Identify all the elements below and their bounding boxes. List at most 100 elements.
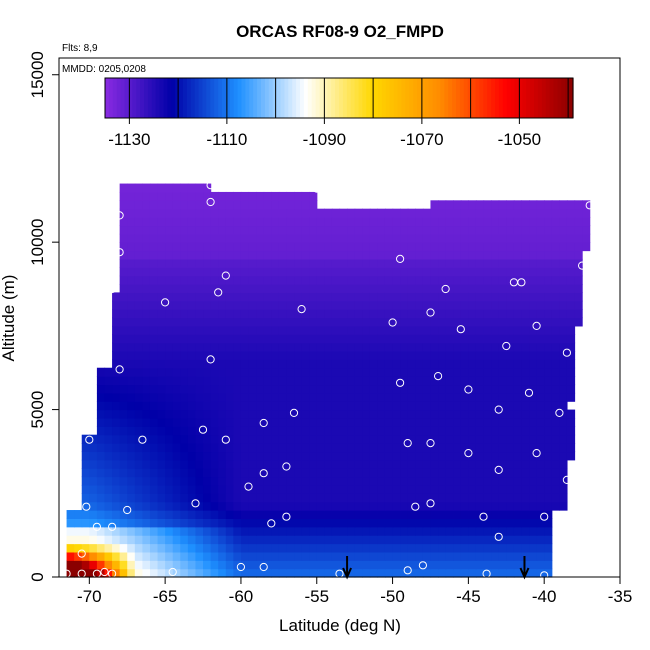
heat-cell bbox=[96, 551, 106, 561]
heat-cell bbox=[195, 451, 204, 461]
heat-cell bbox=[112, 367, 121, 377]
heat-cell bbox=[324, 233, 333, 243]
heat-cell bbox=[339, 359, 348, 369]
heat-cell bbox=[286, 426, 295, 436]
heat-cell bbox=[460, 493, 469, 503]
heat-cell bbox=[203, 551, 212, 561]
heat-cell bbox=[309, 551, 318, 561]
heat-cell bbox=[157, 242, 166, 252]
heat-cell bbox=[180, 560, 189, 570]
colorbar-segment bbox=[374, 78, 379, 118]
heat-cell bbox=[263, 409, 272, 419]
heat-cell bbox=[362, 484, 371, 494]
heat-cell bbox=[521, 334, 530, 344]
heat-cell bbox=[225, 535, 234, 545]
heat-cell bbox=[354, 350, 363, 360]
heat-cell bbox=[218, 376, 227, 386]
heat-cell bbox=[271, 434, 280, 444]
heat-cell bbox=[278, 551, 288, 561]
heat-cell bbox=[407, 417, 416, 427]
heat-cell bbox=[415, 409, 424, 419]
heat-cell bbox=[513, 409, 523, 419]
heat-cell bbox=[354, 417, 363, 427]
heat-cell bbox=[384, 434, 394, 444]
heat-cell bbox=[369, 292, 378, 302]
heat-cell bbox=[210, 459, 219, 469]
heat-cell bbox=[475, 568, 485, 578]
heat-cell bbox=[149, 518, 159, 528]
heat-cell bbox=[354, 501, 363, 511]
heat-cell bbox=[142, 359, 151, 369]
heat-cell bbox=[422, 342, 432, 352]
heat-cell bbox=[506, 225, 515, 235]
heat-cell bbox=[248, 217, 257, 227]
heat-cell bbox=[256, 275, 265, 285]
heat-cell bbox=[384, 392, 394, 402]
heat-cell bbox=[165, 551, 174, 561]
colorbar-segment bbox=[190, 78, 196, 118]
sample-point bbox=[418, 561, 427, 570]
heat-cell bbox=[104, 493, 113, 503]
heat-cell bbox=[400, 417, 409, 427]
heat-cell bbox=[468, 392, 477, 402]
heat-cell bbox=[309, 451, 318, 461]
heat-cell bbox=[294, 501, 303, 511]
sample-point bbox=[494, 405, 503, 414]
heat-cell bbox=[566, 200, 576, 210]
heat-cell bbox=[180, 367, 189, 377]
heat-cell bbox=[256, 501, 265, 511]
heat-cell bbox=[483, 568, 492, 578]
heat-cell bbox=[453, 258, 462, 268]
heat-cell bbox=[263, 551, 272, 561]
heat-cell bbox=[316, 284, 325, 293]
heat-cell bbox=[225, 233, 234, 243]
heat-cell bbox=[248, 342, 257, 352]
heat-cell bbox=[369, 242, 378, 252]
heat-cell bbox=[407, 233, 416, 243]
heat-cell bbox=[149, 350, 159, 360]
heat-cell bbox=[233, 392, 242, 402]
heat-cell bbox=[142, 518, 151, 528]
heat-cell bbox=[165, 401, 174, 411]
heat-cell bbox=[347, 267, 356, 277]
heat-cell bbox=[483, 325, 492, 335]
heat-cell bbox=[422, 543, 432, 553]
heat-cell bbox=[369, 501, 378, 511]
heat-cell bbox=[134, 426, 143, 436]
heat-cell bbox=[566, 451, 576, 461]
heat-cell bbox=[513, 359, 523, 369]
heat-cell bbox=[127, 217, 136, 227]
heat-cell bbox=[240, 551, 250, 561]
heat-cell bbox=[172, 551, 181, 561]
heat-cell bbox=[157, 376, 166, 386]
heat-cell bbox=[256, 376, 265, 386]
heat-cell bbox=[438, 275, 447, 285]
heat-cell bbox=[271, 484, 280, 494]
heat-cell bbox=[430, 451, 439, 461]
heat-cell bbox=[233, 417, 242, 427]
heat-cell bbox=[187, 359, 197, 369]
heat-cell bbox=[506, 300, 515, 310]
heat-cell bbox=[483, 501, 492, 511]
heat-cell bbox=[127, 292, 136, 302]
heat-cell bbox=[316, 510, 325, 519]
heat-cell bbox=[149, 191, 159, 201]
heat-cell bbox=[134, 468, 143, 478]
heat-cell bbox=[513, 459, 523, 469]
heat-cell bbox=[529, 510, 538, 519]
heat-cell bbox=[74, 543, 83, 553]
heat-cell bbox=[195, 317, 204, 327]
heat-cell bbox=[498, 484, 507, 494]
heat-cell bbox=[468, 551, 477, 561]
heat-cell bbox=[475, 242, 485, 252]
heat-cell bbox=[187, 208, 197, 218]
heat-cell bbox=[172, 543, 181, 553]
heat-cell bbox=[278, 325, 288, 335]
colorbar-segment bbox=[128, 78, 133, 118]
heat-cell bbox=[377, 359, 386, 369]
heat-cell bbox=[392, 233, 401, 243]
heat-cell bbox=[203, 275, 212, 285]
heat-cell bbox=[180, 551, 189, 561]
heat-cell bbox=[316, 376, 325, 386]
heat-cell bbox=[438, 493, 447, 503]
